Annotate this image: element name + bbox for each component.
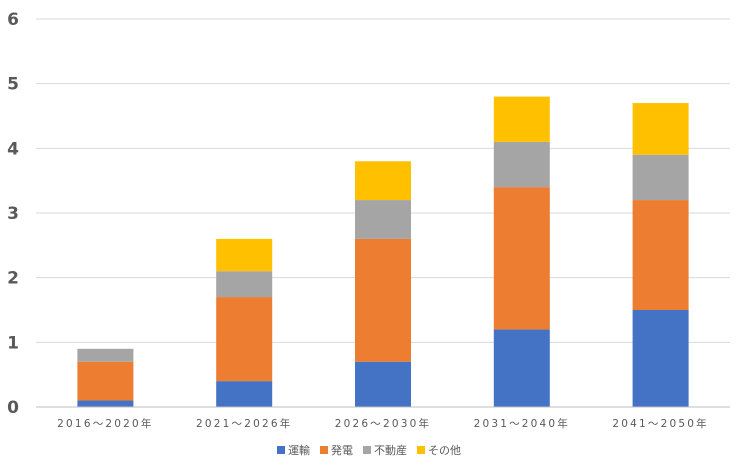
legend-swatch: [417, 446, 425, 454]
legend: 運輸 発電 不動産 その他: [277, 443, 461, 457]
bar-segment: [77, 361, 134, 401]
bar-segment: [355, 161, 411, 201]
legend-swatch: [320, 446, 328, 454]
x-tick-label: 2021～2026年: [196, 417, 292, 430]
x-tick-label: 2031～2040年: [474, 417, 570, 430]
y-tick-label: 3: [7, 204, 19, 224]
legend-label: その他: [428, 444, 461, 457]
axes: 0 1 2 3 4 5 6 2016～2020年 2021～2026年 2026～2030年 203…: [7, 10, 730, 430]
bar-segment: [632, 103, 689, 155]
y-tick-label: 1: [7, 333, 19, 353]
legend-label: 不動産: [374, 443, 407, 457]
legend-swatch: [363, 446, 371, 454]
bar-segment: [216, 271, 273, 298]
y-tick-label: 6: [7, 10, 19, 30]
bars: [77, 96, 689, 407]
bar-segment: [493, 187, 550, 330]
x-tick-label: 2016～2020年: [57, 417, 153, 430]
bar-segment: [632, 200, 689, 310]
x-tick-label: 2041～2050年: [612, 417, 708, 430]
x-tick-label: 2026～2030年: [335, 417, 431, 430]
legend-label: 運輸: [288, 443, 310, 457]
bar-segment: [216, 297, 273, 382]
bar-segment: [493, 96, 550, 142]
bar-segment: [216, 381, 273, 407]
bar-segment: [493, 141, 550, 188]
bar-segment: [632, 310, 689, 407]
bar-segment: [77, 348, 134, 362]
bar-segment: [493, 329, 550, 407]
y-tick-label: 4: [7, 139, 19, 159]
bar-segment: [632, 154, 689, 201]
bar-segment: [355, 238, 411, 362]
bar-segment: [355, 361, 411, 407]
y-tick-label: 2: [7, 269, 19, 289]
bar-segment: [355, 200, 411, 239]
bar-segment: [77, 400, 134, 407]
bar-segment: [216, 238, 273, 272]
y-tick-label: 0: [7, 398, 19, 418]
legend-label: 発電: [331, 443, 353, 457]
legend-swatch: [277, 446, 285, 454]
y-tick-label: 5: [7, 75, 19, 95]
